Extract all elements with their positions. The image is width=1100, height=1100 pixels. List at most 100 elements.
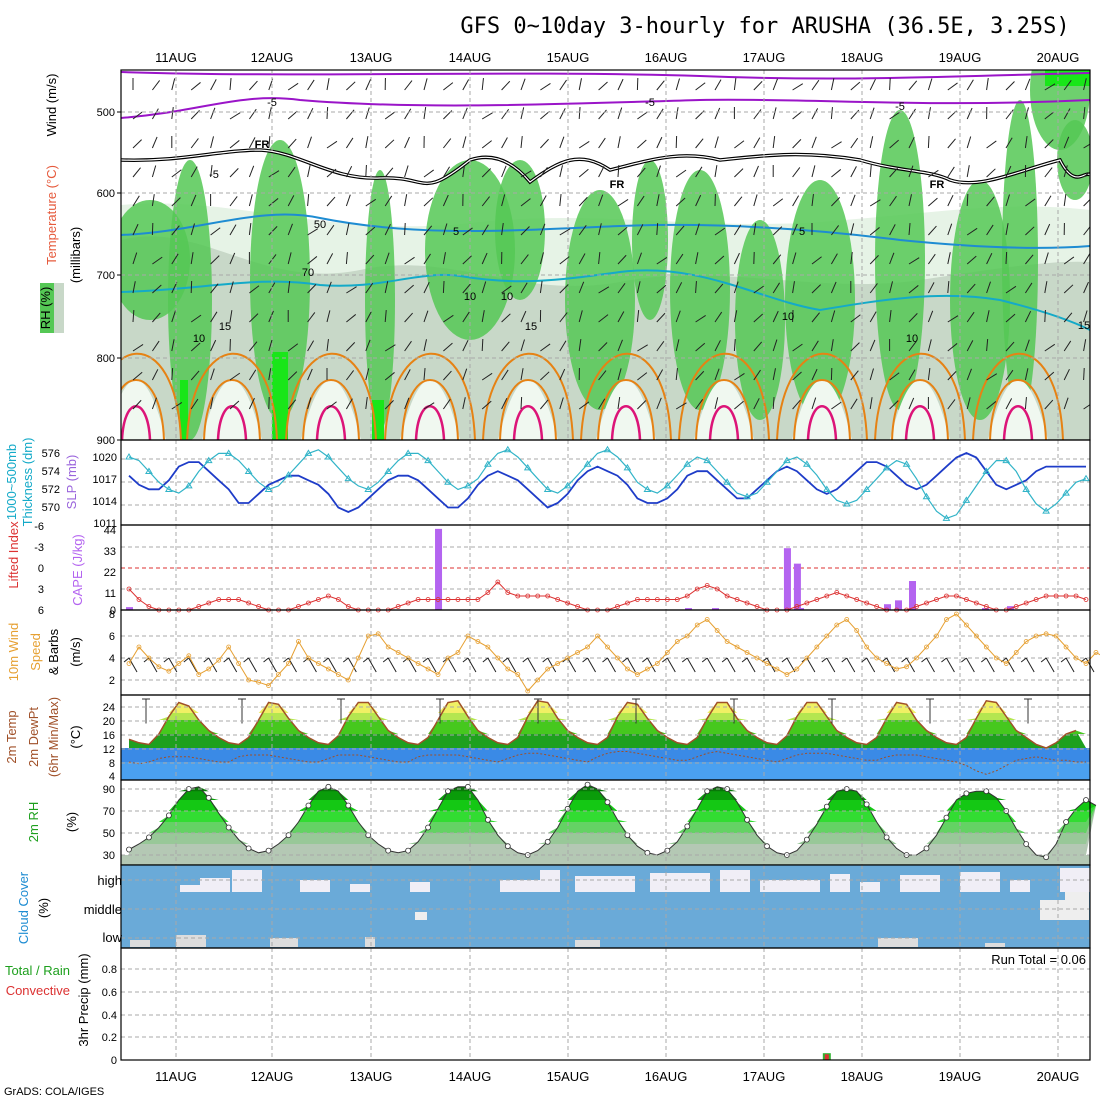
wind-barb — [168, 657, 178, 673]
temp-tick-4: 4 — [109, 771, 115, 783]
slp-point — [1042, 507, 1051, 514]
rh-point — [1063, 819, 1069, 825]
rh-tick-30: 30 — [103, 850, 115, 862]
wind-10m-panel: 8 6 4 2 10m Wind Speed & Barbs (m/s) — [6, 609, 1100, 696]
wind-speed-point — [754, 655, 760, 661]
pressure-tick-900: 900 — [97, 435, 115, 447]
wind-barb — [627, 657, 636, 673]
rh-tick-50: 50 — [103, 828, 115, 840]
lifted-index-point — [535, 593, 541, 599]
slp-thickness-panel: 576 574 572 570 1020 1017 1014 1011 1000~500mb Th… — [4, 438, 1091, 530]
rh-ylabel-1: 2m RH — [26, 802, 41, 842]
li-tick-3: 3 — [38, 584, 44, 596]
lifted-index-point — [465, 597, 471, 602]
low-cloud-block — [176, 935, 206, 947]
top-date-13aug: 13AUG — [350, 50, 393, 65]
wind-speed-point — [804, 655, 810, 661]
contour-label-13: 15 — [219, 321, 231, 333]
wind-barb — [148, 657, 158, 673]
wind-barb — [1065, 657, 1075, 673]
wind-speed-point — [226, 644, 232, 650]
precip-tick-3: 0.2 — [102, 1032, 117, 1044]
slp-tick-1011: 1011 — [93, 518, 117, 530]
rh-point — [704, 788, 711, 795]
wind-speed-point — [1013, 650, 1019, 655]
wind-speed-point — [963, 622, 969, 628]
wind-speed-point — [136, 644, 142, 650]
wind-speed-point — [345, 677, 351, 683]
slp-point — [224, 449, 233, 456]
wind-ylabel-3: & Barbs — [46, 628, 61, 675]
lifted-index-point — [644, 597, 650, 602]
wind-barb — [906, 657, 915, 673]
lifted-index-cape-panel: -6 -3 0 3 6 44 33 22 11 0 Lifted Index CAPE (J/kg) — [6, 521, 1091, 617]
slp-point — [344, 474, 353, 482]
lifted-index-point — [963, 597, 969, 602]
cloud-ylabel-1: Cloud Cover — [16, 871, 31, 944]
wind-speed-point — [515, 672, 521, 677]
wind-barb — [248, 657, 258, 673]
temp-ylabel-1: 2m Temp — [4, 710, 19, 763]
lifted-index-point — [674, 597, 680, 602]
top-date-16aug: 16AUG — [645, 50, 688, 65]
slp-point — [404, 449, 413, 456]
wind-tick-6: 6 — [109, 631, 115, 643]
slp-tick-1017: 1017 — [93, 474, 117, 486]
wind-speed-point — [216, 657, 222, 663]
rh-point — [405, 847, 412, 854]
rh-point — [584, 781, 591, 788]
rh-point — [803, 836, 810, 843]
wind-speed-point — [256, 679, 261, 685]
slp-point — [683, 460, 692, 467]
wind-barb — [487, 657, 497, 673]
contour-label-8: 5 — [799, 226, 805, 238]
wind-barb — [686, 657, 696, 673]
lifted-index-point — [944, 593, 949, 599]
temperature-contours — [121, 71, 1090, 440]
lifted-index-point — [505, 590, 511, 595]
cape-bar — [685, 608, 692, 610]
upper-ylabel-temp: Temperature (°C) — [44, 165, 59, 265]
upper-axis-labels: Wind (m/s) Temperature (°C) RH (%) (milliba… — [38, 74, 83, 330]
rh-point — [923, 845, 930, 852]
wind-speed-point — [206, 666, 212, 672]
wind-speed-point — [864, 644, 870, 650]
convective-bar — [824, 1054, 829, 1060]
dewpoint-line — [128, 750, 1086, 775]
temp-ylabel-2: 2m DewPt — [26, 707, 41, 767]
lifted-index-point — [704, 583, 710, 588]
slp-point — [264, 485, 273, 492]
slp-point — [125, 453, 133, 460]
wind-barb — [507, 657, 517, 673]
wind-barb — [965, 657, 975, 673]
contour-label-2: FR — [255, 139, 270, 151]
wind-speed-point — [914, 655, 919, 661]
slp-point — [802, 460, 811, 467]
lifted-index-point — [684, 593, 690, 599]
rh-point — [345, 802, 352, 809]
cape-bar — [435, 528, 443, 610]
top-date-18aug: 18AUG — [841, 50, 884, 65]
wind-speed-point — [535, 677, 541, 683]
lifted-index-point — [844, 593, 850, 599]
temp-band-22 — [129, 700, 1086, 713]
lifted-index-point — [226, 597, 232, 602]
lifted-index-point — [1053, 593, 1059, 599]
pressure-tick-600: 600 — [97, 188, 115, 200]
wind-barb — [1045, 657, 1055, 673]
lifted-index-point — [1073, 593, 1079, 599]
wind-speed-point — [126, 661, 132, 666]
slp-point — [563, 481, 572, 489]
slp-tick-1014: 1014 — [93, 496, 117, 508]
wind-speed-point — [774, 666, 780, 672]
wind-barb — [926, 657, 935, 673]
slp-point — [444, 478, 452, 485]
wind-speed-point — [246, 677, 252, 683]
slp-point — [304, 449, 313, 456]
wind-barb — [268, 657, 277, 673]
wind-barb — [587, 657, 596, 673]
wind-barb — [766, 657, 776, 673]
top-date-11aug: 11AUG — [155, 50, 197, 65]
wind-speed-point — [1083, 661, 1089, 666]
